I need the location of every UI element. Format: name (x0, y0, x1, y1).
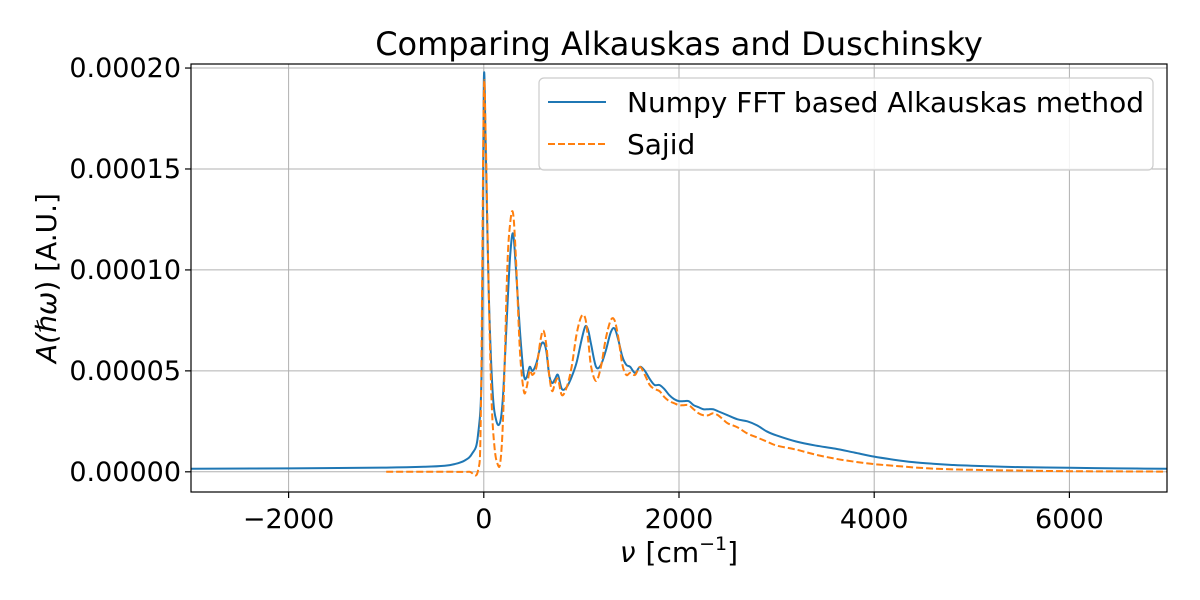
y-tick-label: 0.00000 (69, 457, 181, 488)
y-tick-label: 0.00015 (69, 154, 181, 185)
y-tick-label: 0.00020 (69, 53, 181, 84)
legend: Numpy FFT based Alkauskas method Sajid (538, 77, 1154, 171)
x-axis-label-exponent: −1 (699, 533, 727, 555)
y-tick-label: 0.00010 (69, 255, 181, 286)
x-tick-label: 0 (475, 504, 492, 535)
x-axis-label-symbol: ν (620, 536, 636, 569)
x-tick-label: −2000 (243, 504, 334, 535)
legend-box (538, 77, 1154, 171)
y-axis-label-prefix: A( (30, 332, 63, 365)
y-axis: 0.00000 0.00005 0.00010 0.00015 0.00020 (69, 53, 191, 488)
legend-label-sajid: Sajid (627, 128, 695, 161)
x-axis-label: ν [cm−1] (620, 533, 738, 569)
series-line-sajid (386, 79, 1167, 477)
x-axis-label-close: ] (727, 536, 738, 569)
y-tick-label: 0.00005 (69, 356, 181, 387)
chart-title: Comparing Alkauskas and Duschinsky (375, 25, 983, 63)
y-axis-label: A(ℏω) [A.U.] (30, 193, 63, 365)
y-axis-label-symbol: ℏω (30, 292, 63, 333)
x-axis-label-unit: [cm (646, 536, 700, 569)
x-axis: −2000 0 2000 4000 6000 (243, 492, 1104, 535)
legend-label-numpy: Numpy FFT based Alkauskas method (627, 86, 1144, 119)
x-tick-label: 2000 (645, 504, 714, 535)
x-tick-label: 6000 (1035, 504, 1104, 535)
x-tick-label: 4000 (840, 504, 909, 535)
y-axis-label-suffix: ) [A.U.] (30, 193, 63, 292)
plot-area (191, 71, 1167, 477)
